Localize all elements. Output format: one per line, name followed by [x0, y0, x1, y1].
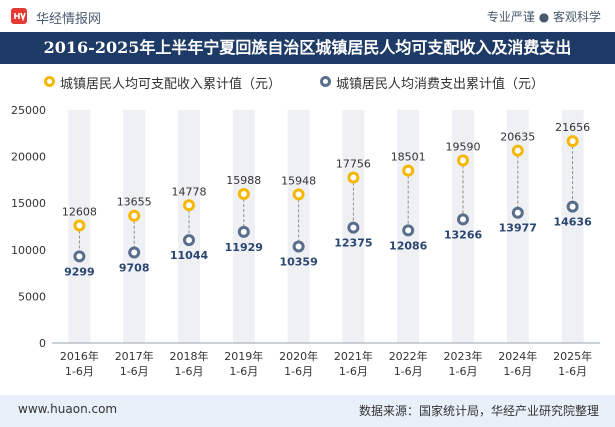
legend-marker-expenditure — [320, 76, 331, 87]
expenditure-point — [292, 240, 305, 253]
x-tick-label: 1-6月 — [503, 365, 532, 378]
expenditure-value-label: 13977 — [499, 222, 537, 235]
income-value-label: 15988 — [226, 174, 261, 187]
expenditure-point — [511, 206, 524, 219]
expenditure-value-label: 14636 — [553, 216, 592, 229]
x-tick-label: 1-6月 — [120, 365, 149, 378]
income-value-label: 14778 — [172, 185, 207, 198]
legend-marker-income — [44, 76, 55, 87]
income-value-label: 17756 — [336, 158, 371, 171]
y-tick-label: 10000 — [11, 244, 46, 257]
x-tick-label: 1-6月 — [65, 365, 94, 378]
expenditure-point — [183, 234, 195, 247]
expenditure-point — [237, 225, 250, 238]
column-band — [452, 110, 474, 343]
expenditure-point — [347, 221, 360, 234]
income-point — [402, 164, 415, 177]
column-band — [561, 110, 584, 343]
expenditure-value-label: 12086 — [389, 239, 428, 252]
income-value-label: 19590 — [446, 140, 481, 153]
expenditure-value-label: 11929 — [225, 241, 263, 254]
title-bar: 2016-2025年上半年宁夏回族自治区城镇居民人均可支配收入及消费支出 — [0, 32, 615, 64]
income-point — [73, 219, 86, 232]
expenditure-point — [402, 224, 415, 237]
dumbbell-chart: 0 5000 10000 15000 20000 25000 2016年 1-6月 2017年 1… — [11, 104, 600, 378]
x-tick-label: 2016年 — [60, 349, 99, 363]
income-point — [128, 209, 141, 222]
income-value-label: 20635 — [500, 131, 535, 144]
expenditure-value-label: 13266 — [444, 228, 483, 241]
chart-title: 2016-2025年上半年宁夏回族自治区城镇居民人均可支配收入及消费支出 — [43, 38, 572, 57]
expenditure-value-label: 9708 — [119, 262, 150, 275]
income-point — [183, 199, 195, 212]
x-tick-label: 2019年 — [224, 349, 263, 363]
expenditure-value-label: 9299 — [64, 265, 95, 278]
y-tick-label: 20000 — [11, 151, 46, 164]
expenditure-value-label: 11044 — [170, 249, 209, 262]
x-tick-label: 2018年 — [170, 349, 209, 363]
expenditure-point — [566, 200, 579, 213]
expenditure-point — [73, 250, 86, 263]
income-point — [457, 154, 469, 167]
income-value-label: 15948 — [281, 174, 316, 187]
footer-source: 数据来源：国家统计局，华经产业研究院整理 — [358, 404, 599, 418]
logo-icon — [11, 8, 27, 24]
expenditure-point — [128, 246, 141, 259]
x-tick-label: 2021年 — [334, 349, 373, 363]
x-tick-label: 1-6月 — [284, 365, 313, 378]
x-tick-label: 1-6月 — [175, 365, 204, 378]
brand-name[interactable]: 华经情报网 — [36, 12, 102, 27]
income-point — [566, 135, 579, 148]
income-point — [511, 144, 524, 157]
expenditure-value-label: 12375 — [334, 237, 372, 250]
income-value-label: 21656 — [555, 121, 590, 134]
x-tick-label: 2024年 — [498, 349, 537, 363]
x-tick-label: 1-6月 — [394, 365, 423, 378]
y-tick-label: 5000 — [18, 290, 46, 303]
y-tick-label: 15000 — [11, 197, 46, 210]
legend-label-expenditure: 城镇居民人均消费支出累计值（元） — [336, 77, 545, 92]
top-bar: 华经情报网 专业严谨 ● 客观科学 — [0, 0, 615, 32]
income-value-label: 13655 — [117, 196, 152, 209]
footer: www.huaon.com 数据来源：国家统计局，华经产业研究院整理 — [0, 395, 615, 427]
expenditure-value-label: 10359 — [279, 255, 317, 268]
x-tick-label: 2023年 — [444, 349, 483, 363]
income-point — [347, 171, 360, 184]
x-tick-label: 2020年 — [279, 349, 318, 363]
x-tick-label: 2025年 — [553, 349, 592, 363]
income-point — [237, 187, 250, 200]
y-tick-label: 0 — [39, 337, 46, 350]
income-value-label: 12608 — [62, 205, 97, 218]
column-band — [506, 110, 529, 343]
income-point — [292, 188, 305, 201]
footer-website[interactable]: www.huaon.com — [18, 402, 118, 416]
legend-label-income: 城镇居民人均可支配收入累计值（元） — [60, 77, 282, 92]
x-tick-label: 1-6月 — [558, 365, 587, 378]
expenditure-point — [457, 213, 469, 226]
x-tick-label: 1-6月 — [449, 365, 478, 378]
y-tick-label: 25000 — [11, 104, 46, 117]
x-tick-label: 2022年 — [389, 349, 428, 363]
income-value-label: 18501 — [391, 151, 426, 164]
tagline: 专业严谨 ● 客观科学 — [486, 10, 601, 24]
x-tick-label: 2017年 — [115, 349, 154, 363]
x-tick-label: 1-6月 — [339, 365, 368, 378]
x-tick-label: 1-6月 — [229, 365, 258, 378]
